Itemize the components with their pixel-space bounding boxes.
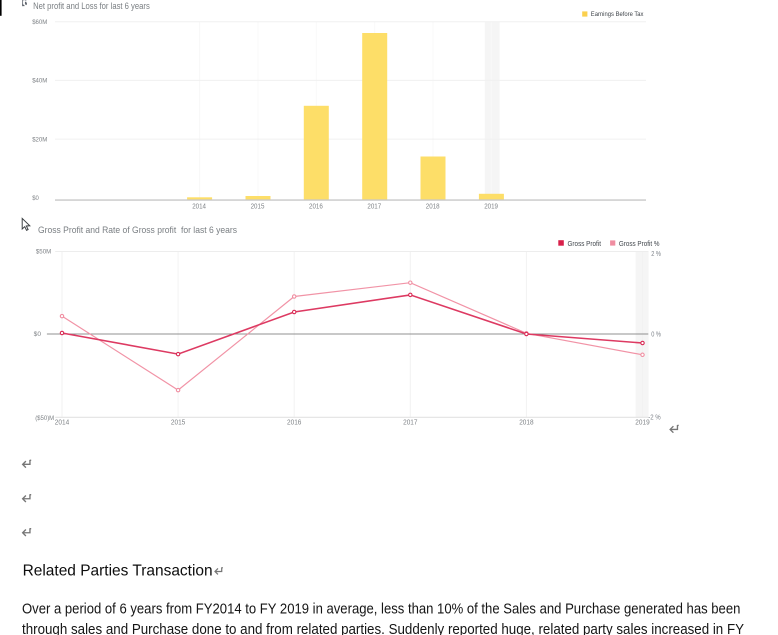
svg-text:2014: 2014 (192, 201, 206, 210)
svg-text:2015: 2015 (171, 417, 185, 426)
svg-text:($50)M: ($50)M (35, 415, 54, 422)
svg-text:2016: 2016 (287, 417, 301, 426)
svg-text:Earnings Before Tax: Earnings Before Tax (591, 11, 644, 18)
svg-text:Net profit and Loss for last 6: Net profit and Loss for last 6 years (33, 0, 150, 11)
svg-text:2015: 2015 (251, 201, 265, 210)
svg-text:2018: 2018 (519, 417, 533, 426)
svg-text:$40M: $40M (32, 78, 47, 85)
svg-text:$20M: $20M (32, 136, 47, 143)
svg-text:through sales and Purchase don: through sales and Purchase done to and f… (22, 621, 744, 635)
svg-text:2 %: 2 % (651, 251, 661, 258)
svg-text:$0: $0 (32, 195, 39, 202)
svg-text:Over a period of 6 years from: Over a period of 6 years from FY2014 to … (22, 600, 740, 617)
svg-text:2017: 2017 (403, 417, 417, 426)
svg-text:2017: 2017 (367, 201, 381, 210)
svg-text:Related Parties Transaction: Related Parties Transaction (23, 563, 213, 580)
svg-text:Gross Profit %: Gross Profit % (619, 239, 660, 248)
svg-text:Gross Profit and Rate of Gross: Gross Profit and Rate of Gross profit fo… (38, 224, 237, 235)
svg-text:-2 %: -2 % (648, 414, 661, 421)
svg-text:0 %: 0 % (651, 331, 661, 338)
svg-text:2018: 2018 (426, 201, 440, 210)
svg-text:Gross Profit: Gross Profit (568, 239, 602, 248)
svg-text:$0: $0 (34, 331, 42, 338)
svg-text:2016: 2016 (309, 201, 323, 210)
svg-text:$60M: $60M (32, 19, 47, 26)
svg-text:2014: 2014 (55, 417, 69, 426)
svg-text:2019: 2019 (484, 201, 498, 210)
svg-text:2019: 2019 (635, 417, 649, 426)
svg-text:$50M: $50M (36, 249, 51, 256)
